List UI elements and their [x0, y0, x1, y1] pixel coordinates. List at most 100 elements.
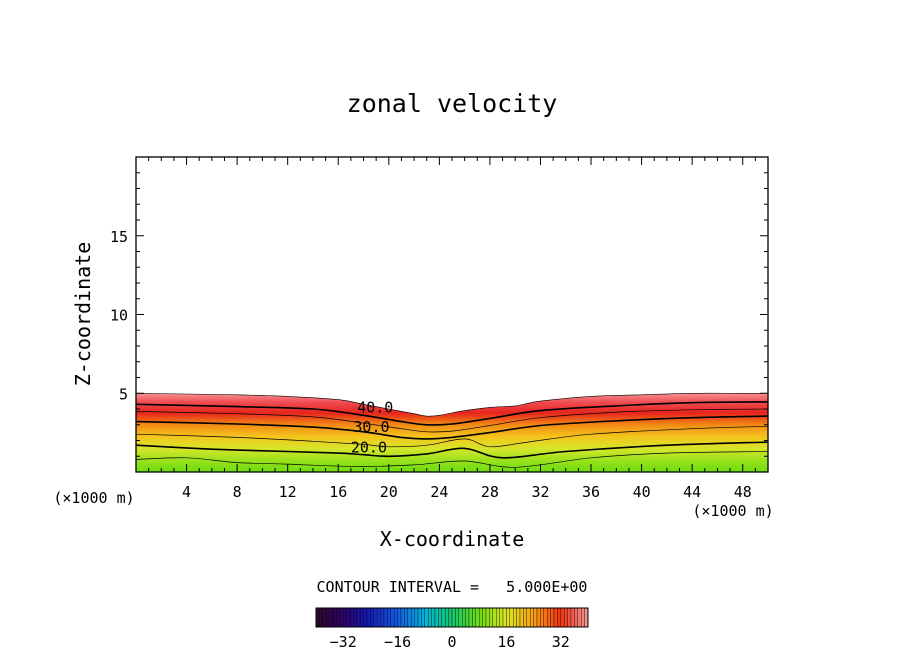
colorbar-cell	[506, 607, 510, 628]
contour-line-15	[136, 451, 768, 468]
colorbar-cell	[394, 607, 398, 628]
colorbar-cell	[366, 607, 371, 628]
colorbar-cell	[570, 607, 575, 628]
axis-ticks	[136, 157, 768, 472]
colorbar-cell	[417, 607, 422, 628]
contour-label: 30.0	[353, 418, 389, 436]
colorbar-cell	[441, 607, 446, 628]
colorbar-cell	[387, 607, 391, 628]
colorbar-cell	[346, 607, 351, 628]
colorbar-cell	[530, 607, 534, 628]
colorbar-cell	[489, 607, 493, 628]
colorbar-cell	[349, 607, 354, 628]
colorbar-cell	[547, 607, 551, 628]
x-unit-label: (×1000 m)	[53, 489, 134, 507]
contour-line-35	[136, 408, 768, 433]
x-tick-labels: 4 8 12 16 20 24 28 32 36 40 44 48	[182, 483, 752, 501]
colorbar-cell	[458, 607, 463, 628]
colorbar-cell	[553, 607, 558, 628]
y-axis-label: Z-coordinate	[71, 242, 95, 387]
colorbar-cell	[509, 607, 514, 628]
colorbar-cell	[339, 607, 344, 628]
x-tick-label: 40	[633, 483, 651, 501]
colorbar-tick-label: 16	[497, 633, 515, 651]
contour-label: 20.0	[351, 439, 387, 457]
colorbar-cell	[353, 607, 357, 628]
colorbar-cell	[424, 607, 429, 628]
colorbar-cell	[465, 607, 470, 628]
colorbar-cell	[411, 607, 415, 628]
colorbar-tick-labels: −32 −16 0 16 32	[330, 633, 570, 651]
colorbar-cell	[513, 607, 517, 628]
colorbar-cell	[397, 607, 402, 628]
colorbar-cell	[326, 607, 330, 628]
colorbar-cell	[322, 607, 327, 628]
colorbar-cell	[567, 607, 572, 628]
colorbar-cell	[496, 607, 500, 628]
colorbar-cell	[438, 607, 442, 628]
y-tick-label: 15	[110, 228, 128, 246]
colorbar-cell	[543, 607, 548, 628]
colorbar-cell	[431, 607, 436, 628]
colorbar-cell	[560, 607, 565, 628]
x-tick-label: 8	[233, 483, 242, 501]
colorbar-cell	[390, 607, 395, 628]
colorbar-cell	[455, 607, 459, 628]
colorbar-cell	[482, 607, 487, 628]
colorbar-cell	[516, 607, 521, 628]
y-tick-labels: 5 10 15	[110, 228, 128, 404]
colorbar-tick-label: 32	[552, 633, 570, 651]
x-tick-label: 12	[279, 483, 297, 501]
colorbar-cell	[373, 607, 378, 628]
colorbar-cell	[445, 607, 449, 628]
colorbar-cell	[315, 607, 320, 628]
colorbar-cell	[574, 607, 578, 628]
colorbar-cell	[468, 607, 473, 628]
colorbar-cell	[451, 607, 456, 628]
colorbar-cell	[360, 607, 364, 628]
colorbar-cell	[414, 607, 419, 628]
colorbar-tick-label: −32	[330, 633, 357, 651]
colorbar-cell	[577, 607, 582, 628]
contour-line-20	[136, 441, 768, 459]
colorbar-cell	[380, 607, 385, 628]
colorbar-cell	[523, 607, 527, 628]
colorbar-cell	[499, 607, 504, 628]
field-fill	[136, 392, 768, 472]
colorbar-cell	[319, 607, 323, 628]
colorbar-cell	[462, 607, 466, 628]
contour-label: 40.0	[357, 398, 393, 416]
colorbar-cell	[557, 607, 561, 628]
colorbar-cell	[404, 607, 408, 628]
x-tick-label: 48	[734, 483, 752, 501]
x-tick-label: 16	[329, 483, 347, 501]
colorbar-cell	[536, 607, 541, 628]
colorbar-tick-label: −16	[384, 633, 411, 651]
colorbar-cell	[329, 607, 334, 628]
colorbar-cell	[448, 607, 453, 628]
x-tick-label: 36	[582, 483, 600, 501]
colorbar-cell	[584, 607, 589, 628]
colorbar-cell	[472, 607, 476, 628]
x-tick-label: 24	[430, 483, 448, 501]
chart-title: zonal velocity	[347, 89, 558, 118]
colorbar-tick-label: 0	[447, 633, 456, 651]
colorbar-cell	[540, 607, 544, 628]
colorbar-cell	[485, 607, 490, 628]
colorbar-cell	[400, 607, 405, 628]
colorbar-cell	[332, 607, 337, 628]
colorbar-frame	[315, 607, 589, 628]
contour-line-25	[136, 425, 768, 448]
z-unit-label: (×1000 m)	[692, 502, 773, 520]
contour-labels: 40.0 30.0 20.0	[351, 398, 393, 456]
colorbar-cell	[492, 607, 497, 628]
colorbar-cell	[479, 607, 483, 628]
colorbar-cell	[428, 607, 432, 628]
colorbar-cell	[533, 607, 538, 628]
colorbar-cell	[370, 607, 374, 628]
colorbar-cell	[336, 607, 340, 628]
colorbar-cell	[363, 607, 368, 628]
x-tick-label: 28	[481, 483, 499, 501]
colorbar-cell	[581, 607, 585, 628]
